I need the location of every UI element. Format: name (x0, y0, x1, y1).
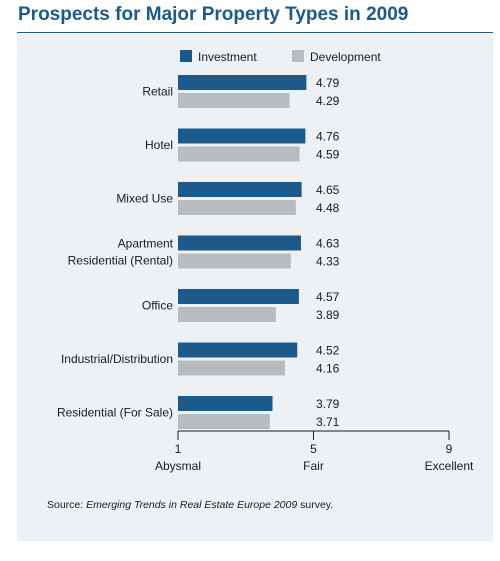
category-label-apartment-residential-rental-1: Apartment (118, 237, 174, 251)
bar-investment-industrial-distribution (178, 342, 298, 358)
category-label-hotel: Hotel (145, 138, 173, 152)
bar-development-hotel (178, 146, 300, 162)
bar-development-apartment-residential-rental (178, 253, 291, 269)
bar-investment-apartment-residential-rental (178, 235, 301, 251)
x-tick-label-1: 1 (175, 442, 182, 456)
bar-investment-residential-for-sale (178, 396, 273, 411)
value-label-investment-mixed-use: 4.65 (316, 183, 340, 197)
chart-title: Prospects for Major Property Types in 20… (18, 4, 409, 25)
value-label-development-retail: 4.29 (316, 94, 340, 108)
value-label-investment-retail: 4.79 (316, 76, 340, 90)
value-label-investment-industrial-distribution: 4.52 (316, 344, 340, 358)
value-label-development-residential-for-sale: 3.71 (316, 415, 340, 429)
x-tick-label-9: 9 (446, 442, 453, 456)
value-label-investment-residential-for-sale: 3.79 (316, 397, 340, 411)
bar-investment-office (178, 289, 299, 304)
value-label-development-mixed-use: 4.48 (316, 201, 340, 215)
category-label-residential-for-sale: Residential (For Sale) (57, 406, 173, 420)
x-tick-sublabel-abysmal: Abysmal (155, 459, 201, 473)
x-axis: 1 Abysmal 5 Fair 9 Excellent (155, 430, 474, 473)
value-label-investment-hotel: 4.76 (316, 130, 340, 144)
chart-panel (17, 34, 493, 541)
source-publication: Emerging Trends in Real Estate Europe 20… (86, 499, 298, 511)
legend-swatch-investment (180, 50, 192, 62)
legend-label-investment: Investment (198, 50, 257, 64)
x-tick-sublabel-excellent: Excellent (425, 459, 474, 473)
source-note: Source: Emerging Trends in Real Estate E… (47, 499, 333, 511)
value-label-development-hotel: 4.59 (316, 148, 340, 162)
value-label-development-apartment-residential-rental: 4.33 (316, 255, 340, 269)
bar-development-industrial-distribution (178, 360, 286, 376)
value-label-investment-apartment-residential-rental: 4.63 (316, 237, 340, 251)
bars: 4.79 4.29 Retail 4.76 4.59 Hotel 4.65 4.48 Mixed… (57, 75, 340, 429)
bar-development-retail (178, 93, 290, 108)
category-label-industrial-distribution: Industrial/Distribution (61, 352, 173, 366)
legend-swatch-development (292, 50, 304, 62)
bar-development-residential-for-sale (178, 414, 270, 429)
bar-investment-mixed-use (178, 182, 302, 197)
legend-label-development: Development (310, 50, 381, 64)
x-tick-sublabel-fair: Fair (303, 459, 324, 473)
x-tick-label-5: 5 (310, 442, 317, 456)
category-label-apartment-residential-rental-2: Residential (Rental) (68, 254, 173, 268)
source-prefix: Source: (47, 499, 87, 511)
legend: Investment Development (180, 50, 381, 64)
value-label-development-industrial-distribution: 4.16 (316, 362, 340, 376)
category-label-mixed-use: Mixed Use (116, 192, 173, 206)
category-label-retail: Retail (142, 85, 173, 99)
bar-development-office (178, 307, 276, 322)
source-suffix: survey. (297, 499, 334, 511)
title-rule (17, 32, 493, 33)
category-label-office: Office (142, 299, 173, 313)
bar-investment-hotel (178, 128, 306, 144)
value-label-development-office: 3.89 (316, 308, 340, 322)
bar-development-mixed-use (178, 200, 296, 215)
bar-investment-retail (178, 75, 307, 90)
value-label-investment-office: 4.57 (316, 290, 340, 304)
